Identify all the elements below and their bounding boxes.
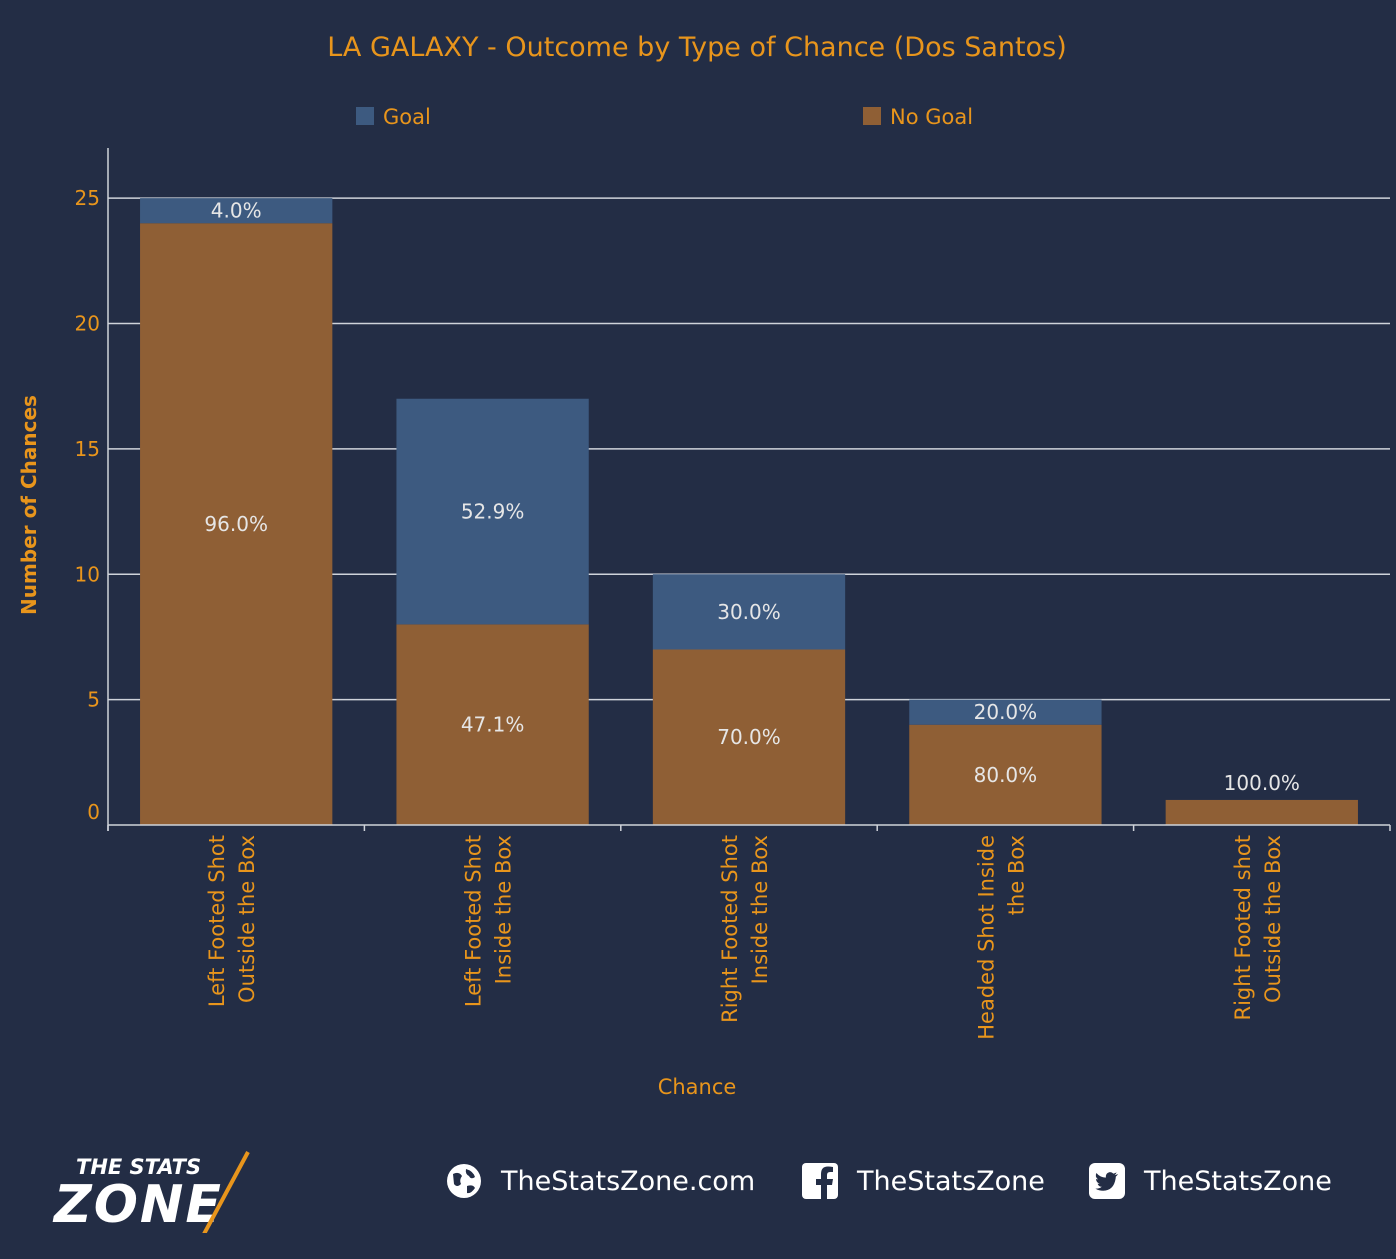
axes xyxy=(107,148,1391,831)
x-category-label-line: Headed Shot Inside xyxy=(974,835,998,1040)
x-category-label: Left Footed Shot Outside the Box xyxy=(205,835,259,1007)
y-axis-label: Number of Chances xyxy=(17,395,41,615)
x-category-label: Left Footed Shot Inside the Box xyxy=(462,835,516,1007)
chart: LA GALAXY - Outcome by Type of Chance (D… xyxy=(17,32,1391,1099)
bar-value-label: 47.1% xyxy=(461,713,525,737)
globe-icon xyxy=(447,1164,481,1198)
x-category-label: Right Footed shot Outside the Box xyxy=(1231,835,1285,1021)
x-category-label-line: Right Footed Shot xyxy=(718,835,742,1023)
y-tick-labels: 0 5 10 15 20 25 xyxy=(75,186,100,824)
x-category-label-line: Left Footed Shot xyxy=(205,835,229,1007)
legend-swatch-goal xyxy=(356,107,374,125)
twitter-icon xyxy=(1089,1163,1125,1199)
y-tick-label: 20 xyxy=(75,312,100,336)
x-category-label: Right Footed Shot Inside the Box xyxy=(718,835,772,1023)
logo-top-text: THE STATS xyxy=(76,1155,201,1179)
y-tick-label: 0 xyxy=(87,800,100,824)
x-category-label: Headed Shot Inside the Box xyxy=(974,835,1028,1040)
bar-value-label: 4.0% xyxy=(211,199,262,223)
bar-no-goal xyxy=(140,223,333,825)
legend: Goal No Goal xyxy=(356,105,973,129)
y-tick-label: 25 xyxy=(75,186,100,210)
legend-swatch-no-goal xyxy=(863,107,881,125)
bar-goal xyxy=(652,574,846,650)
x-category-labels: Left Footed Shot Outside the Box Left Foot… xyxy=(205,835,1285,1040)
facebook-text: TheStatsZone xyxy=(857,1165,1045,1197)
x-axis-label: Chance xyxy=(658,1075,737,1099)
stats-zone-logo: THE STATS ZONE xyxy=(52,1151,250,1233)
chart-title: LA GALAXY - Outcome by Type of Chance (D… xyxy=(327,32,1067,63)
x-category-label-line: Outside the Box xyxy=(1261,835,1285,1003)
bar-value-label: 100.0% xyxy=(1224,771,1300,795)
logo-bottom-text: ZONE xyxy=(52,1175,223,1233)
x-category-label-line: Right Footed shot xyxy=(1231,835,1255,1021)
facebook-icon xyxy=(802,1163,838,1199)
bar-goal xyxy=(396,398,589,625)
website-text: TheStatsZone.com xyxy=(501,1165,756,1197)
bar-value-label: 70.0% xyxy=(717,725,781,749)
bar-value-label: 30.0% xyxy=(717,600,781,624)
x-category-label-line: Left Footed Shot xyxy=(462,835,486,1007)
x-category-label-line: the Box xyxy=(1004,835,1028,915)
bar-value-label: 52.9% xyxy=(461,500,525,524)
bar-goal xyxy=(140,198,333,224)
x-category-label-line: Inside the Box xyxy=(748,835,772,984)
bar-no-goal xyxy=(909,724,1102,825)
bar-no-goal xyxy=(652,649,846,825)
logo-slash-stroke xyxy=(202,1151,250,1233)
bar-value-label: 80.0% xyxy=(974,763,1038,787)
bars xyxy=(140,198,1358,825)
bar-goal xyxy=(909,699,1102,725)
y-tick-label: 10 xyxy=(75,562,100,586)
legend-label-goal: Goal xyxy=(383,105,431,129)
bar-no-goal xyxy=(1165,799,1358,825)
x-category-label-line: Outside the Box xyxy=(235,835,259,1003)
y-tick-label: 5 xyxy=(87,688,100,712)
facebook-link[interactable]: TheStatsZone xyxy=(801,1162,1045,1200)
website-link[interactable]: TheStatsZone.com xyxy=(445,1162,755,1200)
x-category-label-line: Inside the Box xyxy=(492,835,516,984)
footer: THE STATS ZONE TheStatsZone.com TheStats… xyxy=(0,1130,1396,1240)
bar-value-labels: 96.0% 4.0% 47.1% 52.9% 70.0% 30.0% 80.0% 20.0% 1… xyxy=(204,199,1300,795)
bar-no-goal xyxy=(396,624,589,825)
y-tick-label: 15 xyxy=(75,437,100,461)
twitter-text: TheStatsZone xyxy=(1144,1165,1332,1197)
legend-label-no-goal: No Goal xyxy=(890,105,973,129)
bar-value-label: 96.0% xyxy=(204,512,268,536)
bar-value-label: 20.0% xyxy=(974,700,1038,724)
twitter-link[interactable]: TheStatsZone xyxy=(1088,1162,1332,1200)
